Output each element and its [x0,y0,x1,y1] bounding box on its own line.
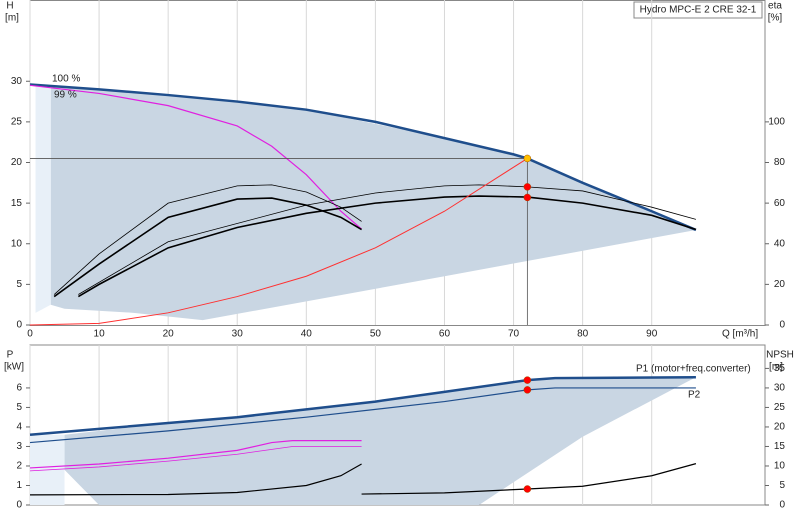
x-tick-label: 30 [232,329,244,340]
curve [29,375,696,437]
y2-tick-label: 40 [774,238,786,249]
curve-label: 100 % [52,74,80,85]
marker [523,485,532,493]
curve [29,84,362,230]
curve [53,197,362,298]
y-axis-label: P [7,350,14,361]
y2-tick-label: 30 [774,383,786,394]
curve-label: 99 % [54,90,77,101]
y-tick-label: 5 [16,279,22,290]
x-axis-label: Q [m³/h] [722,329,758,340]
marker [523,386,532,394]
y2-tick-label: 60 [774,198,786,209]
y-tick-label: 20 [11,157,23,168]
curve [361,463,697,495]
y2-axis-unit: [m] [769,362,783,373]
x-tick-label: 40 [301,329,313,340]
y-tick-label: 2 [16,461,22,472]
y-axis-unit: [kW] [4,362,24,373]
x-tick-label: 50 [370,329,382,340]
title-box [633,1,763,19]
curve [29,83,697,232]
marker [523,183,532,191]
y2-tick-label: 35 [774,363,786,374]
curve [29,463,362,496]
x-tick-label: 0 [27,329,33,340]
y2-tick-label: 5 [779,480,785,491]
curve [29,440,362,469]
curve [29,158,528,326]
y-tick-label: 5 [16,402,22,413]
x-tick-label: 60 [439,329,451,340]
x-tick-label: 80 [577,329,589,340]
curve [53,184,362,295]
y2-tick-label: 20 [774,422,786,433]
y2-tick-label: 0 [779,500,785,511]
y2-tick-label: 15 [774,441,786,452]
y-tick-label: 3 [16,441,22,452]
marker [523,154,532,163]
y2-tick-label: 0 [779,320,785,331]
curve [78,184,697,295]
y-tick-label: 25 [11,117,23,128]
operating-area [64,377,696,505]
chart-title: Hydro MPC-E 2 CRE 32-1 [640,5,757,16]
curve [29,387,696,444]
curve-label: P2 [688,390,701,401]
operating-area [35,84,51,313]
y-tick-label: 0 [16,320,22,331]
y-tick-label: 10 [11,238,23,249]
y-tick-label: 1 [16,480,22,491]
curve [77,195,697,298]
y-tick-label: 4 [16,422,22,433]
y2-tick-label: 25 [774,402,786,413]
marker [523,193,532,202]
y-axis-unit: [m] [5,13,19,24]
x-tick-label: 10 [94,329,106,340]
y-tick-label: 6 [16,383,22,394]
y2-tick-label: 80 [774,157,786,168]
y2-axis-label: NPSH [766,350,794,361]
x-tick-label: 70 [508,329,520,340]
y2-axis-label: eta [768,1,782,12]
x-tick-label: 20 [163,329,175,340]
curve-label: P1 (motor+freq.converter) [636,364,751,375]
marker [523,376,532,384]
curve [29,446,362,472]
y2-tick-label: 10 [774,461,786,472]
y-tick-label: 15 [11,198,23,209]
y-axis-label: H [6,1,13,12]
y-tick-label: 0 [16,500,22,511]
y-tick-label: 30 [11,76,23,87]
y2-axis-unit: [%] [768,13,783,24]
x-tick-label: 90 [646,329,658,340]
y2-tick-label: 100 [768,117,785,128]
y2-tick-label: 20 [774,279,786,290]
